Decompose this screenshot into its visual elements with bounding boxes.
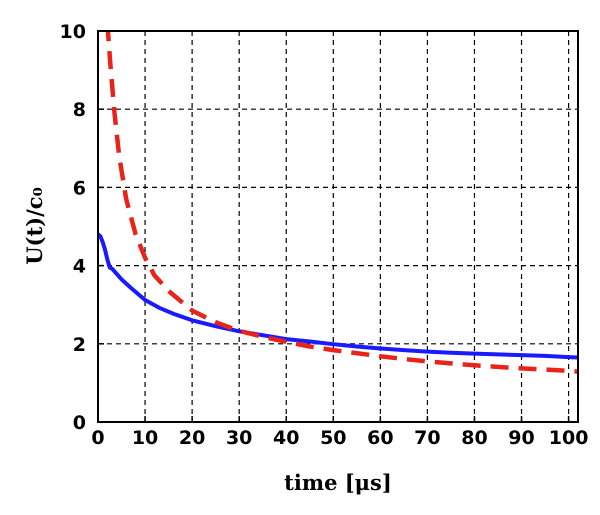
x-tick-label: 10	[132, 427, 158, 449]
plot-frame	[97, 30, 579, 423]
y-tick-label: 4	[73, 256, 86, 278]
series-layer	[98, 31, 578, 374]
y-tick-label: 0	[73, 412, 86, 434]
x-tick-label: 90	[508, 427, 534, 449]
y-tick-label: 6	[73, 177, 86, 199]
x-tick-label: 60	[367, 427, 393, 449]
x-tick-label: 40	[273, 427, 299, 449]
dashed-red-series-line	[105, 31, 578, 374]
x-tick-label: 20	[179, 427, 205, 449]
x-tick-label: 50	[320, 427, 346, 449]
x-tick-label: 100	[549, 427, 589, 449]
y-tick-label: 8	[73, 99, 86, 121]
y-tick-label: 2	[73, 334, 86, 356]
grid-layer	[98, 31, 578, 422]
x-tick-label: 80	[461, 427, 487, 449]
x-axis-title: time [μs]	[284, 470, 392, 495]
tick-layer: 0 10 20 30 40 50 60 70 80 90 100 0 2 4 6 8 10	[60, 21, 589, 449]
y-axis-title: U(t)/c₀	[22, 187, 47, 265]
x-tick-label: 30	[226, 427, 252, 449]
solid-blue-series-line	[98, 232, 578, 360]
x-tick-label: 0	[91, 427, 104, 449]
y-tick-label: 10	[60, 21, 86, 43]
x-tick-label: 70	[414, 427, 440, 449]
